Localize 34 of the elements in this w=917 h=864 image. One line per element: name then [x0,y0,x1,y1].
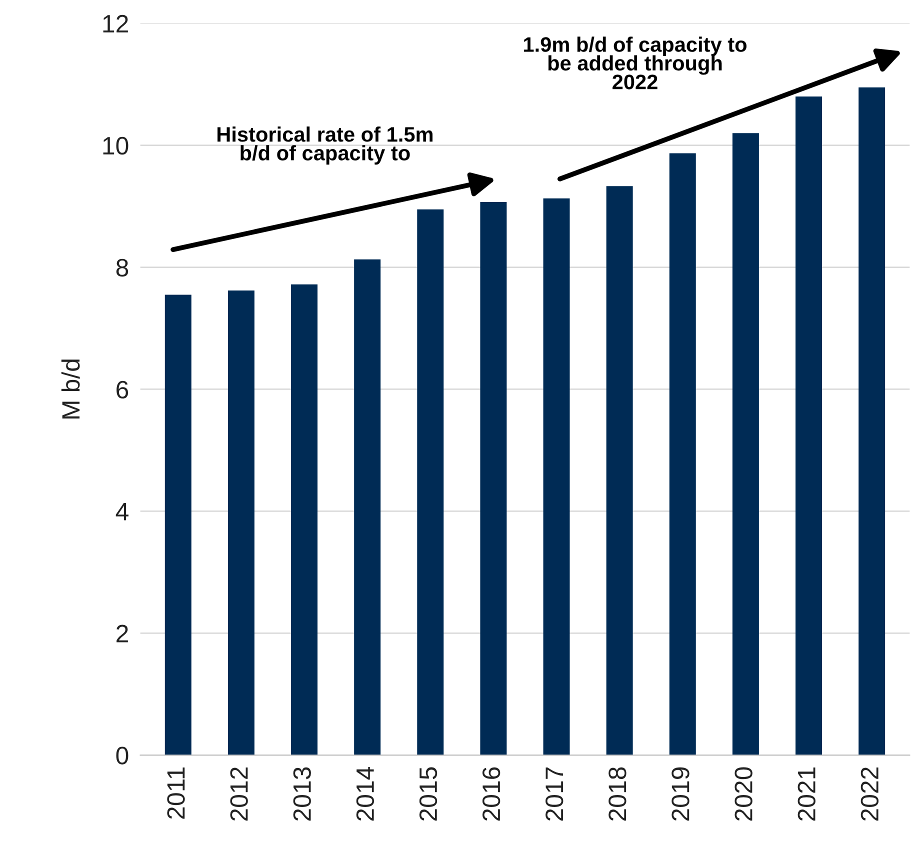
bar [291,284,318,756]
x-tick-label: 2015 [419,767,438,821]
x-tick-label: 2013 [293,767,311,821]
y-axis-title: M b/d [61,360,80,418]
y-tick-label: 6 [116,380,128,399]
x-tick-label: 2022 [860,767,879,821]
x-tick-label: 2019 [672,767,690,821]
y-tick-label: 2 [116,624,128,642]
bar [858,87,886,756]
bar [480,202,507,756]
y-tick-label: 4 [116,503,128,520]
y-tick-label: 12 [103,14,128,32]
x-tick-label: 2011 [167,767,185,819]
bar [606,186,633,756]
x-tick-label: 2012 [230,767,248,821]
bar [543,198,570,756]
bar [228,290,254,756]
annotation: Historical rate of 1.5m b/d of capacity to [218,126,432,165]
bar [796,96,822,756]
y-tick-label: 8 [116,258,128,277]
x-tick-label: 2021 [798,767,816,821]
x-tick-label: 2018 [608,767,626,821]
x-tick-label: 2017 [546,767,564,821]
bar [417,209,444,756]
bar [354,259,381,756]
bar [732,133,759,756]
annotation: 1.9m b/d of capacity to be added through 2022 [524,36,746,90]
x-tick-label: 2020 [734,767,752,821]
bar [164,294,192,756]
bar [669,153,696,756]
y-tick-label: 10 [103,136,128,155]
x-tick-label: 2016 [482,767,500,821]
y-tick-label: 0 [116,746,128,764]
x-tick-label: 2014 [356,766,374,821]
